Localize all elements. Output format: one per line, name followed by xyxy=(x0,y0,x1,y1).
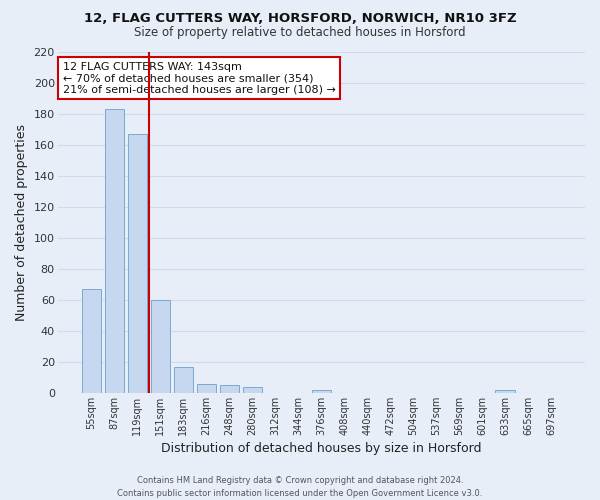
Text: 12 FLAG CUTTERS WAY: 143sqm
← 70% of detached houses are smaller (354)
21% of se: 12 FLAG CUTTERS WAY: 143sqm ← 70% of det… xyxy=(63,62,336,95)
Bar xyxy=(311,390,331,393)
Bar xyxy=(242,386,262,393)
Bar xyxy=(128,134,147,393)
Bar xyxy=(151,300,170,393)
Bar xyxy=(496,390,515,393)
Text: Size of property relative to detached houses in Horsford: Size of property relative to detached ho… xyxy=(134,26,466,39)
Bar xyxy=(197,384,216,393)
Bar xyxy=(104,109,124,393)
Bar xyxy=(173,366,193,393)
Bar xyxy=(82,289,101,393)
Y-axis label: Number of detached properties: Number of detached properties xyxy=(15,124,28,320)
Text: Contains HM Land Registry data © Crown copyright and database right 2024.
Contai: Contains HM Land Registry data © Crown c… xyxy=(118,476,482,498)
Bar xyxy=(220,385,239,393)
Text: 12, FLAG CUTTERS WAY, HORSFORD, NORWICH, NR10 3FZ: 12, FLAG CUTTERS WAY, HORSFORD, NORWICH,… xyxy=(83,12,517,26)
X-axis label: Distribution of detached houses by size in Horsford: Distribution of detached houses by size … xyxy=(161,442,482,455)
